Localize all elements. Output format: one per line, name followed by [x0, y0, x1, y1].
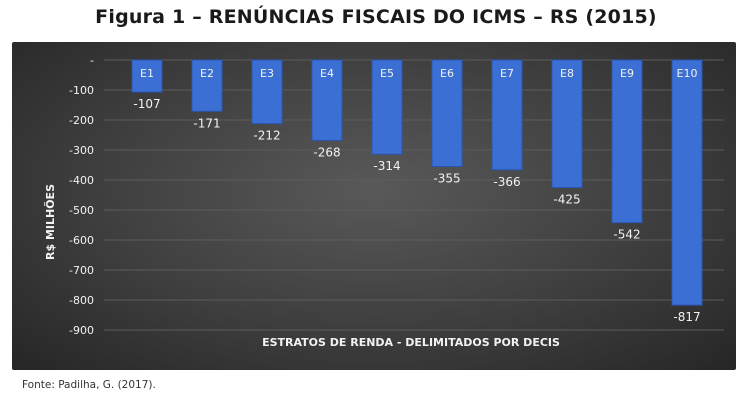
- x-axis-label: ESTRATOS DE RENDA - DELIMITADOS POR DECI…: [262, 336, 560, 349]
- bar-e8: [551, 59, 583, 188]
- y-tick-label: -600: [69, 234, 94, 247]
- data-label: -107: [133, 97, 160, 111]
- data-label: -355: [433, 172, 460, 186]
- y-axis-ticks: - -100 -200 -300 -400 -500 -600 -700 -800 -900: [69, 54, 94, 337]
- category-label: E6: [440, 67, 454, 80]
- y-tick-label: -: [90, 54, 94, 67]
- bar-e9: [611, 59, 643, 224]
- category-label: E3: [260, 67, 274, 80]
- data-label: -314: [373, 159, 400, 173]
- bar-e2: [191, 59, 223, 112]
- y-tick-label: -200: [69, 114, 94, 127]
- data-label: -171: [193, 116, 220, 130]
- bar-e1: [131, 59, 163, 93]
- chart-panel: - -100 -200 -300 -400 -500 -600 -700 -800 -900 E1…: [12, 42, 736, 370]
- bars: [131, 59, 703, 306]
- y-axis-label: R$ MILHÕES: [44, 184, 57, 260]
- bar-e4: [311, 59, 343, 141]
- y-tick-label: -700: [69, 264, 94, 277]
- category-label: E2: [200, 67, 214, 80]
- y-tick-label: -400: [69, 174, 94, 187]
- bar-e10: [671, 59, 703, 306]
- category-label: E1: [140, 67, 154, 80]
- source-note: Fonte: Padilha, G. (2017).: [22, 379, 156, 391]
- data-label: -268: [313, 145, 340, 159]
- category-label: E7: [500, 67, 514, 80]
- data-labels: E1 -107 E2 -171 E3 -212 E4 -268 E5 -314 E6 -355 E7 -3…: [133, 67, 700, 324]
- category-label: E9: [620, 67, 634, 80]
- category-label: E8: [560, 67, 574, 80]
- y-tick-label: -800: [69, 294, 94, 307]
- y-tick-label: -100: [69, 84, 94, 97]
- y-tick-label: -900: [69, 324, 94, 337]
- y-tick-label: -300: [69, 144, 94, 157]
- category-label: E10: [677, 67, 698, 80]
- data-label: -366: [493, 175, 520, 189]
- data-label: -425: [553, 193, 580, 207]
- bar-e7: [491, 59, 523, 171]
- bar-e3: [251, 59, 283, 125]
- bar-e6: [431, 59, 463, 167]
- y-tick-label: -500: [69, 204, 94, 217]
- category-label: E4: [320, 67, 334, 80]
- data-label: -212: [253, 129, 280, 143]
- figure-title: Figura 1 – RENÚNCIAS FISCAIS DO ICMS – R…: [95, 6, 657, 28]
- bar-chart: - -100 -200 -300 -400 -500 -600 -700 -800 -900 E1…: [44, 54, 724, 349]
- data-label: -817: [673, 310, 700, 324]
- data-label: -542: [613, 228, 640, 242]
- bar-e5: [371, 59, 403, 155]
- category-label: E5: [380, 67, 394, 80]
